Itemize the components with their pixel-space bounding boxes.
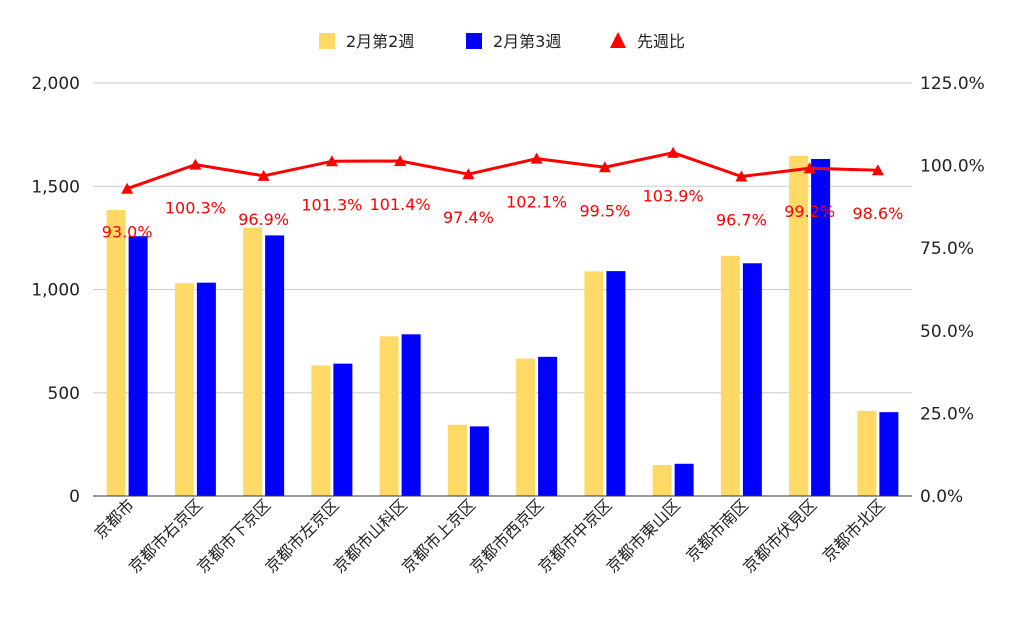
ratio-point — [871, 164, 884, 176]
x-tick-label: 京都市 — [91, 495, 138, 542]
legend-label: 先週比 — [637, 32, 685, 51]
bar-week3 — [811, 158, 831, 496]
ratio-point — [325, 155, 338, 167]
y-tick-label: 1,500 — [31, 177, 80, 197]
ratio-data-label: 101.3% — [301, 195, 362, 214]
y2-tick-label: 0.0% — [920, 487, 963, 507]
ratio-data-label: 96.9% — [238, 210, 289, 229]
x-tick-label: 京都市伏見区 — [739, 495, 820, 576]
y-tick-label: 2,000 — [31, 74, 80, 94]
bar-week3 — [265, 235, 285, 496]
bar-week2 — [652, 465, 672, 496]
ratio-data-label: 98.6% — [852, 204, 903, 223]
x-tick-label: 京都市南区 — [682, 495, 752, 565]
bar-week2 — [379, 336, 399, 496]
bar-week3 — [469, 426, 489, 496]
ratio-data-label: 99.5% — [579, 201, 630, 220]
bar-week2 — [857, 410, 877, 496]
bar-week3 — [879, 412, 899, 496]
bar-week2 — [516, 358, 536, 496]
legend-label: 2月第3週 — [493, 32, 561, 51]
y-tick-label: 500 — [48, 384, 80, 404]
bar-week3 — [196, 282, 216, 496]
bar-week2 — [720, 255, 740, 496]
ratio-data-label: 96.7% — [716, 211, 767, 230]
bar-week3 — [401, 334, 421, 496]
ratio-point — [189, 158, 202, 170]
bar-week3 — [128, 236, 148, 496]
ratio-data-label: 97.4% — [443, 208, 494, 227]
bar-week2 — [106, 209, 126, 496]
bar-week2 — [789, 155, 809, 497]
ratio-point — [803, 162, 816, 174]
ratio-data-label: 93.0% — [102, 223, 153, 242]
legend-swatch — [466, 33, 482, 49]
legend-swatch — [610, 32, 626, 48]
ratio-point — [394, 154, 407, 166]
y-tick-label: 1,000 — [31, 281, 80, 301]
ratio-point — [530, 152, 543, 164]
bar-week3 — [674, 463, 694, 496]
bar-week2 — [311, 365, 331, 496]
y2-tick-label: 50.0% — [920, 322, 974, 342]
ratio-data-label: 102.1% — [506, 193, 567, 212]
y2-tick-label: 125.0% — [920, 74, 985, 94]
ratio-point — [667, 146, 680, 158]
ratio-point — [462, 168, 475, 180]
y2-tick-label: 25.0% — [920, 404, 974, 424]
y2-tick-label: 100.0% — [920, 157, 985, 177]
x-tick-label: 京都市北区 — [819, 495, 889, 565]
y-tick-label: 0 — [69, 487, 80, 507]
bar-week2 — [447, 424, 467, 496]
bar-week3 — [606, 271, 626, 496]
bar-week2 — [174, 283, 194, 496]
legend-swatch — [319, 33, 335, 49]
x-tick-label: 京都市東山区 — [603, 495, 684, 576]
bar-week3 — [333, 363, 353, 496]
ratio-point — [735, 170, 748, 182]
bar-week3 — [742, 263, 762, 496]
y2-tick-label: 75.0% — [920, 239, 974, 259]
bar-week3 — [538, 356, 558, 496]
bar-week2 — [584, 271, 604, 496]
ratio-data-label: 100.3% — [165, 199, 226, 218]
legend-label: 2月第2週 — [346, 32, 414, 51]
ratio-point — [121, 182, 134, 194]
ratio-data-label: 99.2% — [784, 202, 835, 221]
ratio-line — [126, 151, 878, 191]
ratio-data-label: 101.4% — [370, 195, 431, 214]
ratio-data-label: 103.9% — [643, 187, 704, 206]
ratio-point — [257, 169, 270, 181]
bar-week2 — [243, 227, 263, 497]
ratio-point — [598, 161, 611, 173]
